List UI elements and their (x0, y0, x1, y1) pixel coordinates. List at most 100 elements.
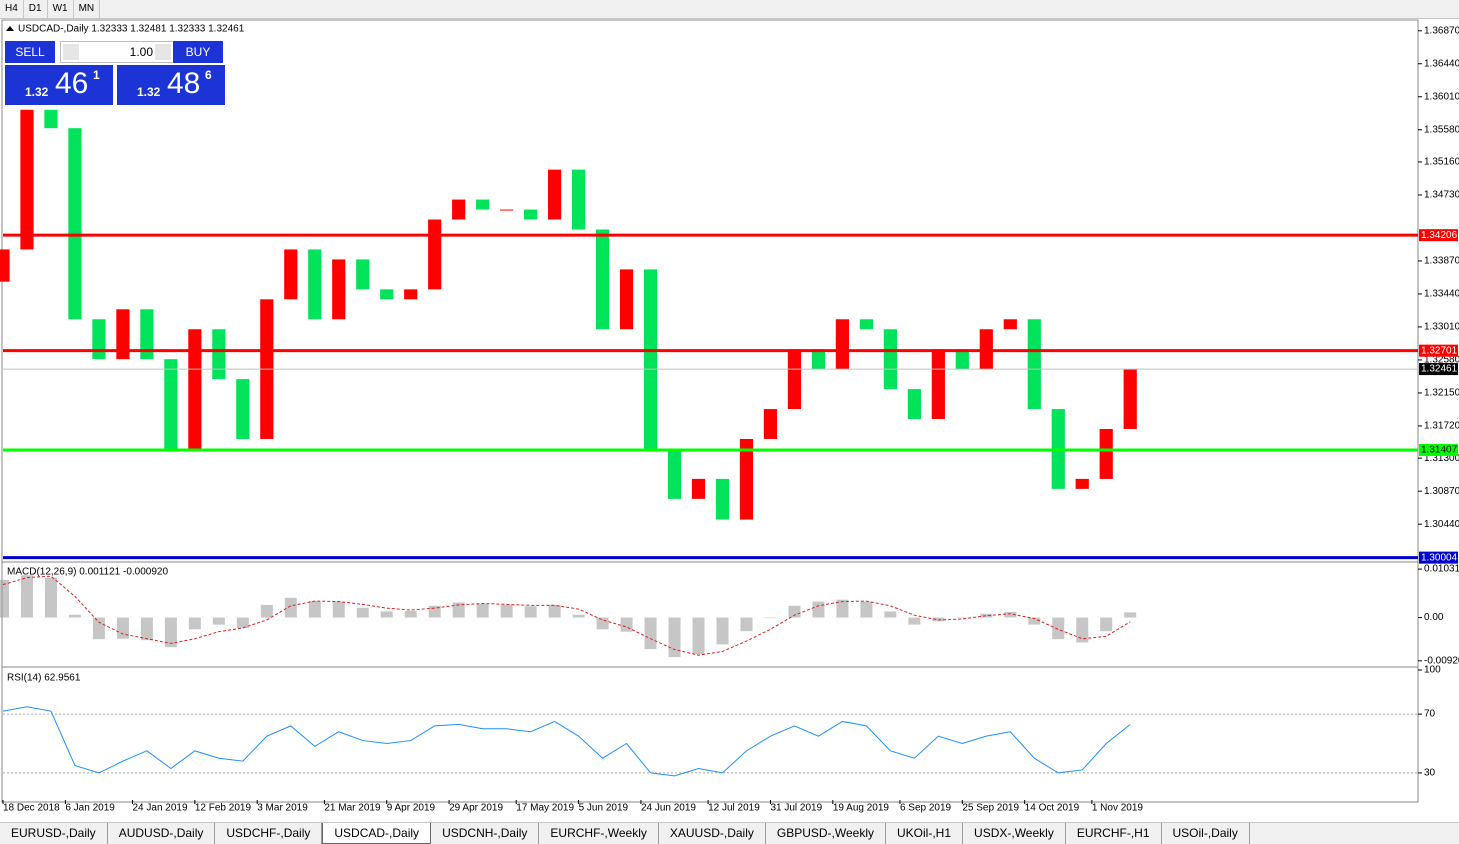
y-tick-label: 30 (1424, 768, 1436, 779)
y-tick-label: 1.30440 (1424, 519, 1459, 530)
candle (428, 219, 442, 290)
candle (907, 389, 921, 420)
macd-bar (308, 601, 321, 618)
candle (548, 169, 562, 220)
y-tick-label: 100 (1424, 665, 1441, 676)
y-tick-label: 1.30870 (1424, 486, 1459, 497)
macd-bar (668, 617, 681, 658)
candle (859, 319, 873, 330)
candle (715, 478, 730, 520)
collapse-icon[interactable] (6, 26, 14, 31)
x-tick-label: 3 Mar 2019 (257, 803, 308, 814)
candle (476, 199, 490, 210)
x-tick-label: 6 Jan 2019 (65, 803, 115, 814)
macd-bar (20, 575, 33, 618)
macd-bar (428, 605, 441, 618)
macd-bar (500, 604, 513, 618)
period-button[interactable]: MN (74, 0, 101, 18)
macd-bar (44, 577, 57, 618)
bid-sup: 1 (93, 68, 100, 82)
y-tick-label: -0.00920 (1424, 655, 1459, 666)
macd-bar (188, 617, 201, 630)
macd-bar (596, 617, 609, 630)
candle (595, 229, 610, 330)
lot-down[interactable] (63, 44, 79, 60)
candle (500, 209, 514, 211)
y-tick-label: 1.33440 (1424, 289, 1459, 300)
buy-button[interactable]: BUY (173, 41, 223, 63)
symbol-tab[interactable]: USDCAD-,Daily (322, 823, 432, 844)
symbol-tab[interactable]: EURCHF-,H1 (1066, 823, 1162, 844)
candle (452, 199, 466, 220)
period-button[interactable]: W1 (48, 0, 74, 18)
macd-bar (260, 604, 273, 618)
symbol-tab[interactable]: EURUSD-,Daily (0, 823, 108, 844)
bid-main: 46 (55, 67, 89, 100)
symbol-tab[interactable]: EURCHF-,Weekly (539, 823, 659, 844)
macd-bar (572, 614, 585, 618)
y-tick-label: 1.35580 (1424, 124, 1459, 135)
macd-title: MACD(12,26,9) 0.001121 -0.000920 (7, 567, 168, 578)
candle (356, 259, 370, 290)
candle (68, 128, 82, 320)
bid-price[interactable]: 1.32 46 1 (5, 65, 113, 105)
lot-value: 1.00 (129, 45, 153, 59)
candle (1075, 478, 1089, 489)
ask-price[interactable]: 1.32 48 6 (117, 65, 225, 105)
macd-bar (284, 597, 297, 618)
candle (883, 329, 897, 390)
macd-bar (332, 601, 345, 618)
candle (763, 409, 778, 439)
macd-bar (356, 607, 369, 618)
sell-button[interactable]: SELL (5, 41, 55, 63)
symbol-tab[interactable]: USDCNH-,Daily (431, 823, 540, 844)
candle (1027, 319, 1041, 410)
y-tick-label: 1.33870 (1424, 256, 1459, 267)
macd-bar (884, 611, 897, 618)
lot-input[interactable]: 1.00 (60, 41, 174, 63)
symbol-tab[interactable]: GBPUSD-,Weekly (766, 823, 887, 844)
x-tick-label: 6 Sep 2019 (900, 803, 952, 814)
macd-bar (740, 617, 753, 632)
candle (619, 269, 634, 330)
symbol-tab[interactable]: UKOil-,H1 (886, 823, 964, 844)
period-button[interactable]: D1 (24, 0, 48, 18)
candle (0, 249, 10, 282)
symbol-tab[interactable]: USOil-,Daily (1162, 823, 1250, 844)
lot-up[interactable] (155, 44, 171, 60)
symbol-tab[interactable]: USDCHF-,Daily (215, 823, 323, 844)
symbol-tab[interactable]: XAUUSD-,Daily (659, 823, 766, 844)
candle (20, 109, 34, 250)
candle (667, 448, 682, 499)
candle (955, 349, 969, 370)
candle (835, 319, 850, 370)
symbol-tab[interactable]: AUDUSD-,Daily (108, 823, 216, 844)
macd-bar (692, 617, 705, 655)
macd-bar (1100, 617, 1113, 632)
x-tick-label: 9 Apr 2019 (387, 803, 436, 814)
candle (308, 249, 322, 320)
ask-sup: 6 (205, 68, 212, 82)
chart: USDCAD-,Daily 1.32333 1.32481 1.32333 1.… (0, 19, 1459, 814)
y-tick-label: 1.36010 (1424, 91, 1459, 102)
candle (284, 249, 298, 300)
macd-bar (764, 617, 777, 619)
candle (691, 478, 706, 499)
x-tick-label: 24 Jan 2019 (133, 803, 188, 814)
level-label-box (1419, 344, 1458, 357)
y-tick-label: 0.010311 (1424, 564, 1459, 575)
symbol-tab[interactable]: USDX-,Weekly (963, 823, 1066, 844)
candle (931, 349, 945, 420)
candle (140, 309, 154, 360)
candle (44, 109, 58, 129)
macd-bar (452, 602, 465, 618)
period-button[interactable]: H4 (0, 0, 24, 18)
y-tick-label: 1.33010 (1424, 322, 1459, 333)
toolbar: H4 D1 W1 MN (0, 0, 1459, 19)
candle (380, 289, 394, 300)
macd-bar (140, 617, 153, 641)
macd-bar (524, 606, 537, 618)
candle (739, 438, 754, 520)
candle (188, 329, 202, 449)
